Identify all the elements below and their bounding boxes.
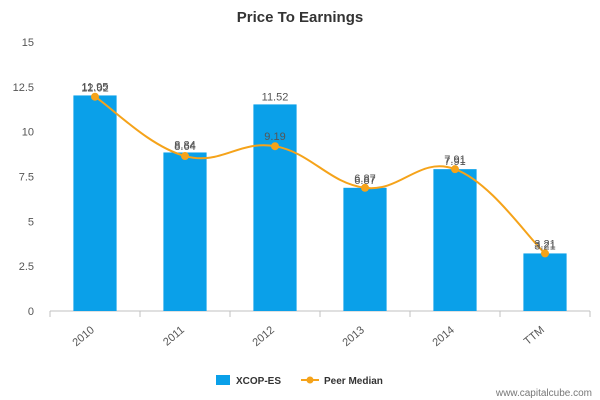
peer-value-label: 9.19 xyxy=(264,131,285,143)
y-tick-label: 15 xyxy=(22,37,34,49)
plot-area: 0 2.5 5 7.5 10 12.5 15 2010 2011 2012 2013 2014 TTM… xyxy=(13,37,591,349)
legend-label-bar[interactable]: XCOP-ES xyxy=(236,376,281,387)
y-tick-label: 5 xyxy=(28,216,34,228)
x-axis: 2010 2011 2012 2013 2014 TTM xyxy=(49,311,591,349)
peer-median-point[interactable] xyxy=(271,142,279,151)
bar-series xyxy=(73,95,567,312)
legend: XCOP-ES Peer Median xyxy=(216,375,383,387)
peer-value-label: 8.64 xyxy=(174,141,195,153)
peer-value-label: 11.95 xyxy=(82,82,109,94)
legend-swatch-dot[interactable] xyxy=(306,376,314,384)
peer-median-point[interactable] xyxy=(541,249,549,258)
y-axis: 0 2.5 5 7.5 10 12.5 15 xyxy=(13,37,34,318)
x-tick-label: 2013 xyxy=(340,324,366,349)
y-tick-label: 10 xyxy=(22,127,34,139)
peer-median-point[interactable] xyxy=(91,92,99,101)
bar[interactable] xyxy=(253,104,297,312)
peer-median-point[interactable] xyxy=(361,183,369,192)
peer-value-label: 7.91 xyxy=(444,154,465,166)
legend-label-line[interactable]: Peer Median xyxy=(324,376,383,387)
peer-median-line xyxy=(94,95,546,255)
bar-value-label: 8.84 xyxy=(174,139,195,151)
bar-value-label: 12.02 xyxy=(81,82,109,94)
x-tick-label: 2010 xyxy=(70,324,96,349)
y-tick-label: 2.5 xyxy=(19,261,34,273)
x-tick-label: 2014 xyxy=(430,324,456,349)
chart-title: Price To Earnings xyxy=(237,9,363,26)
peer-median-point[interactable] xyxy=(181,152,189,161)
x-tick-label: TTM xyxy=(522,324,547,348)
legend-swatch-bar[interactable] xyxy=(216,375,230,385)
peer-median-point[interactable] xyxy=(451,165,459,174)
y-tick-label: 12.5 xyxy=(13,82,34,94)
peer-value-label: 3.21 xyxy=(534,238,555,250)
bar-value-label: 3.21 xyxy=(534,240,555,252)
data-labels: 12.028.8411.526.877.913.2111.958.649.196… xyxy=(81,82,555,253)
x-tick-label: 2011 xyxy=(161,324,187,348)
y-tick-label: 7.5 xyxy=(19,172,34,184)
peer-median-points xyxy=(91,92,549,258)
bar[interactable] xyxy=(433,169,477,311)
bar-value-label: 6.87 xyxy=(354,175,375,187)
bar-value-label: 7.91 xyxy=(444,156,465,168)
bar[interactable] xyxy=(343,187,387,311)
x-tick-label: 2012 xyxy=(250,324,276,349)
bar[interactable] xyxy=(523,253,567,311)
peer-value-label: 6.87 xyxy=(354,173,375,185)
bar[interactable] xyxy=(163,152,207,311)
y-tick-label: 0 xyxy=(28,306,34,318)
watermark: www.capitalcube.com xyxy=(495,388,592,399)
bar[interactable] xyxy=(73,95,117,311)
bar-value-label: 11.52 xyxy=(262,91,289,103)
